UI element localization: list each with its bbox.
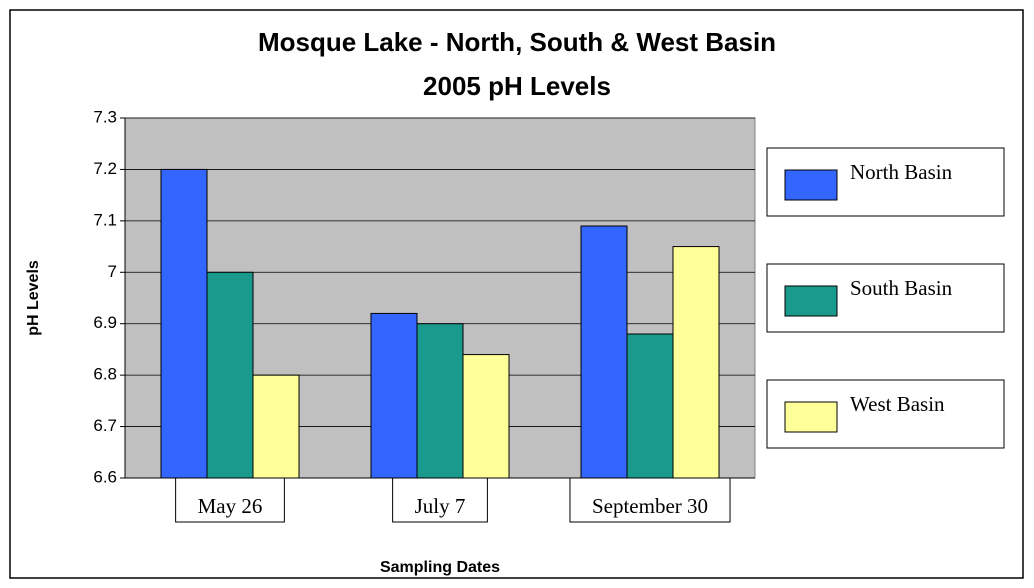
legend-swatch [784,169,838,201]
bar [416,323,464,479]
legend-label: North Basin [850,160,953,184]
bar [626,333,674,479]
y-tick-label: 7.3 [93,107,117,126]
y-tick-label: 7 [108,262,117,281]
y-axis-label: pH Levels [25,260,42,336]
legend-label: South Basin [850,276,953,300]
chart-subtitle: 2005 pH Levels [423,71,611,101]
y-tick-label: 6.9 [93,313,117,332]
bar [252,374,300,479]
y-tick-label: 7.1 [93,210,117,229]
y-tick-label: 6.6 [93,467,117,486]
bar [370,312,418,479]
legend-swatch [784,401,838,433]
y-tick-label: 6.8 [93,365,117,384]
bar [462,354,510,479]
x-tick-label: May 26 [198,494,263,518]
legend-swatch [784,285,838,317]
bar [580,225,628,479]
legend-label: West Basin [850,392,945,416]
x-tick-label: September 30 [592,494,708,518]
x-tick-label: July 7 [415,494,466,518]
y-tick-label: 6.7 [93,416,117,435]
x-tick-box [175,477,285,523]
chart-title: Mosque Lake - North, South & West Basin [258,27,776,57]
x-tick-box [392,477,488,523]
bar [206,271,254,479]
bar [672,246,720,479]
bar [160,168,208,479]
y-tick-label: 7.2 [93,159,117,178]
x-axis-label: Sampling Dates [380,559,500,576]
x-tick-box [569,477,731,523]
